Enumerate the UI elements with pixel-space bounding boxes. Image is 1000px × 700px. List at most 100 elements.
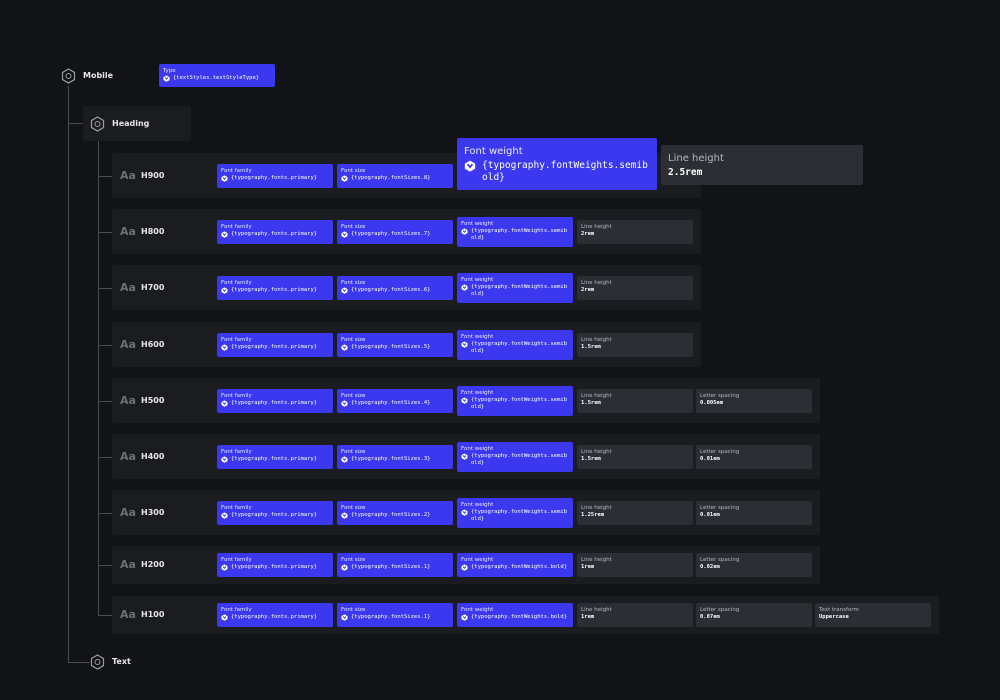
token-cell[interactable]: Font size {typography.fontSizes.3}: [337, 444, 453, 469]
value-text: {typography.fonts.primary}: [231, 174, 318, 181]
token-cell[interactable]: Font family {typography.fonts.primary}: [217, 500, 333, 525]
token-icon: [341, 174, 348, 182]
token-cell[interactable]: Font weight {typography.fontWeights.semib…: [457, 217, 573, 247]
style-name: H200: [141, 560, 165, 569]
prop-value: 0.02em: [700, 564, 808, 571]
token-icon: [221, 174, 228, 182]
token-cell[interactable]: Line height 2rem: [577, 219, 693, 244]
type-chip[interactable]: Type {textStyles.textStyleType}: [159, 64, 275, 87]
node-label: Heading: [112, 119, 150, 128]
prop-label: Font family: [221, 167, 252, 174]
prop-value: 1.5rem: [581, 400, 689, 407]
tree-line: [68, 662, 90, 663]
token-cell[interactable]: Font family {typography.fonts.primary}: [217, 219, 333, 244]
token-cell[interactable]: Font weight {typography.fontWeights.bold}: [457, 603, 573, 627]
token-icon: [461, 509, 468, 516]
token-cell[interactable]: Line height 1.5rem: [577, 388, 693, 413]
token-cell[interactable]: Font weight {typography.fontWeights.semib…: [457, 498, 573, 528]
token-cell[interactable]: Font family {typography.fonts.primary}: [217, 388, 333, 413]
token-icon: [221, 286, 228, 294]
token-cell[interactable]: Font size {typography.fontSizes.6}: [337, 275, 453, 300]
prop-label: Line height: [581, 607, 612, 613]
prop-value: {typography.fontWeights.semibold}: [461, 228, 569, 242]
tree-line: [98, 512, 112, 514]
token-cell[interactable]: Font weight {typography.fontWeights.semib…: [457, 386, 573, 416]
token-cell[interactable]: Letter spacing 0.02em: [696, 553, 812, 577]
token-icon: [341, 564, 348, 571]
prop-value: 1.5rem: [581, 456, 689, 463]
token-cell[interactable]: Line height 2.5rem: [661, 145, 863, 185]
prop-value: {typography.fonts.primary}: [221, 512, 329, 519]
token-cell[interactable]: Line height 1.25rem: [577, 500, 693, 525]
token-icon: [461, 228, 468, 235]
token-cell[interactable]: Font weight {typography.fontWeights.semib…: [457, 330, 573, 360]
token-cell[interactable]: Line height 1.5rem: [577, 444, 693, 469]
prop-value: {typography.fontSizes.3}: [341, 456, 449, 463]
token-cell[interactable]: Font size {typography.fontSizes.1}: [337, 603, 453, 627]
token-cell[interactable]: Text transform Uppercase: [815, 603, 931, 627]
sample-glyph: Aa: [120, 505, 136, 519]
chip-value: {textStyles.textStyleType}: [163, 75, 271, 82]
token-cell[interactable]: Line height 1.5rem: [577, 332, 693, 357]
token-cell[interactable]: Font family {typography.fonts.primary}: [217, 275, 333, 300]
prop-value: {typography.fonts.primary}: [221, 564, 329, 571]
value-text: {typography.fontWeights.semibold}: [482, 160, 648, 183]
token-cell[interactable]: Line height 1rem: [577, 603, 693, 627]
node-label: Mobile: [83, 71, 114, 80]
token-cell[interactable]: Font family {typography.fonts.primary}: [217, 553, 333, 577]
token-cell[interactable]: Font weight {typography.fontWeights.semib…: [457, 138, 657, 190]
token-cell[interactable]: Font family {typography.fonts.primary}: [217, 444, 333, 469]
sample-glyph: Aa: [120, 337, 136, 351]
token-cell[interactable]: Font family {typography.fonts.primary}: [217, 603, 333, 627]
token-cell[interactable]: Letter spacing 0.005em: [696, 388, 812, 413]
prop-value: Uppercase: [819, 614, 927, 621]
token-cell[interactable]: Font weight {typography.fontWeights.semib…: [457, 273, 573, 303]
token-cell[interactable]: Font size {typography.fontSizes.7}: [337, 219, 453, 244]
prop-value: {typography.fontSizes.6}: [341, 287, 449, 294]
token-cell[interactable]: Font weight {typography.fontWeights.bold}: [457, 553, 573, 577]
value-text: 2rem: [581, 230, 595, 237]
value-text: {typography.fontWeights.semibold}: [471, 509, 568, 522]
prop-value: 0.005em: [700, 400, 808, 407]
value-text: 1rem: [581, 564, 595, 570]
token-cell[interactable]: Font size {typography.fontSizes.1}: [337, 553, 453, 577]
prop-value: 0.01em: [700, 512, 808, 519]
sample-glyph: Aa: [120, 558, 136, 571]
token-cell[interactable]: Font family {typography.fonts.primary}: [217, 332, 333, 357]
prop-label: Font weight: [464, 146, 523, 157]
token-cell[interactable]: Font family {typography.fonts.primary}: [217, 163, 333, 188]
token-cell[interactable]: Font size {typography.fontSizes.5}: [337, 332, 453, 357]
prop-label: Line height: [668, 153, 724, 164]
prop-label: Font weight: [461, 334, 494, 340]
prop-label: Line height: [581, 504, 612, 511]
heading-node[interactable]: [83, 106, 191, 141]
value-text: {typography.fonts.primary}: [231, 511, 318, 518]
token-cell[interactable]: Letter spacing 0.01em: [696, 444, 812, 469]
value-text: 1.5rem: [581, 399, 601, 406]
token-icon: [221, 511, 228, 519]
prop-value: {typography.fonts.primary}: [221, 231, 329, 238]
prop-value: {typography.fonts.primary}: [221, 400, 329, 407]
token-cell[interactable]: Font size {typography.fontSizes.8}: [337, 163, 453, 188]
token-icon: [341, 399, 348, 407]
sample-glyph: Aa: [120, 224, 136, 238]
style-name: H400: [141, 451, 165, 461]
token-cell[interactable]: Font size {typography.fontSizes.2}: [337, 500, 453, 525]
prop-value: 0.01em: [700, 456, 808, 463]
token-cell[interactable]: Font size {typography.fontSizes.4}: [337, 388, 453, 413]
prop-value: {typography.fontSizes.5}: [341, 344, 449, 351]
token-icon: [221, 614, 228, 621]
prop-label: Line height: [581, 279, 612, 286]
tree-line: [98, 175, 112, 177]
token-cell[interactable]: Line height 1rem: [577, 553, 693, 577]
value-text: {typography.fontSizes.1}: [351, 614, 431, 620]
token-cell[interactable]: Line height 2rem: [577, 275, 693, 300]
token-cell[interactable]: Letter spacing 0.01em: [696, 500, 812, 525]
token-icon: [461, 564, 468, 571]
value-text: {typography.fontWeights.semibold}: [471, 397, 568, 410]
tree-line: [98, 456, 112, 458]
token-cell[interactable]: Font weight {typography.fontWeights.semib…: [457, 442, 573, 472]
prop-value: {typography.fonts.primary}: [221, 456, 329, 463]
token-cell[interactable]: Letter spacing 0.07em: [696, 603, 812, 627]
sample-glyph: Aa: [120, 449, 136, 463]
